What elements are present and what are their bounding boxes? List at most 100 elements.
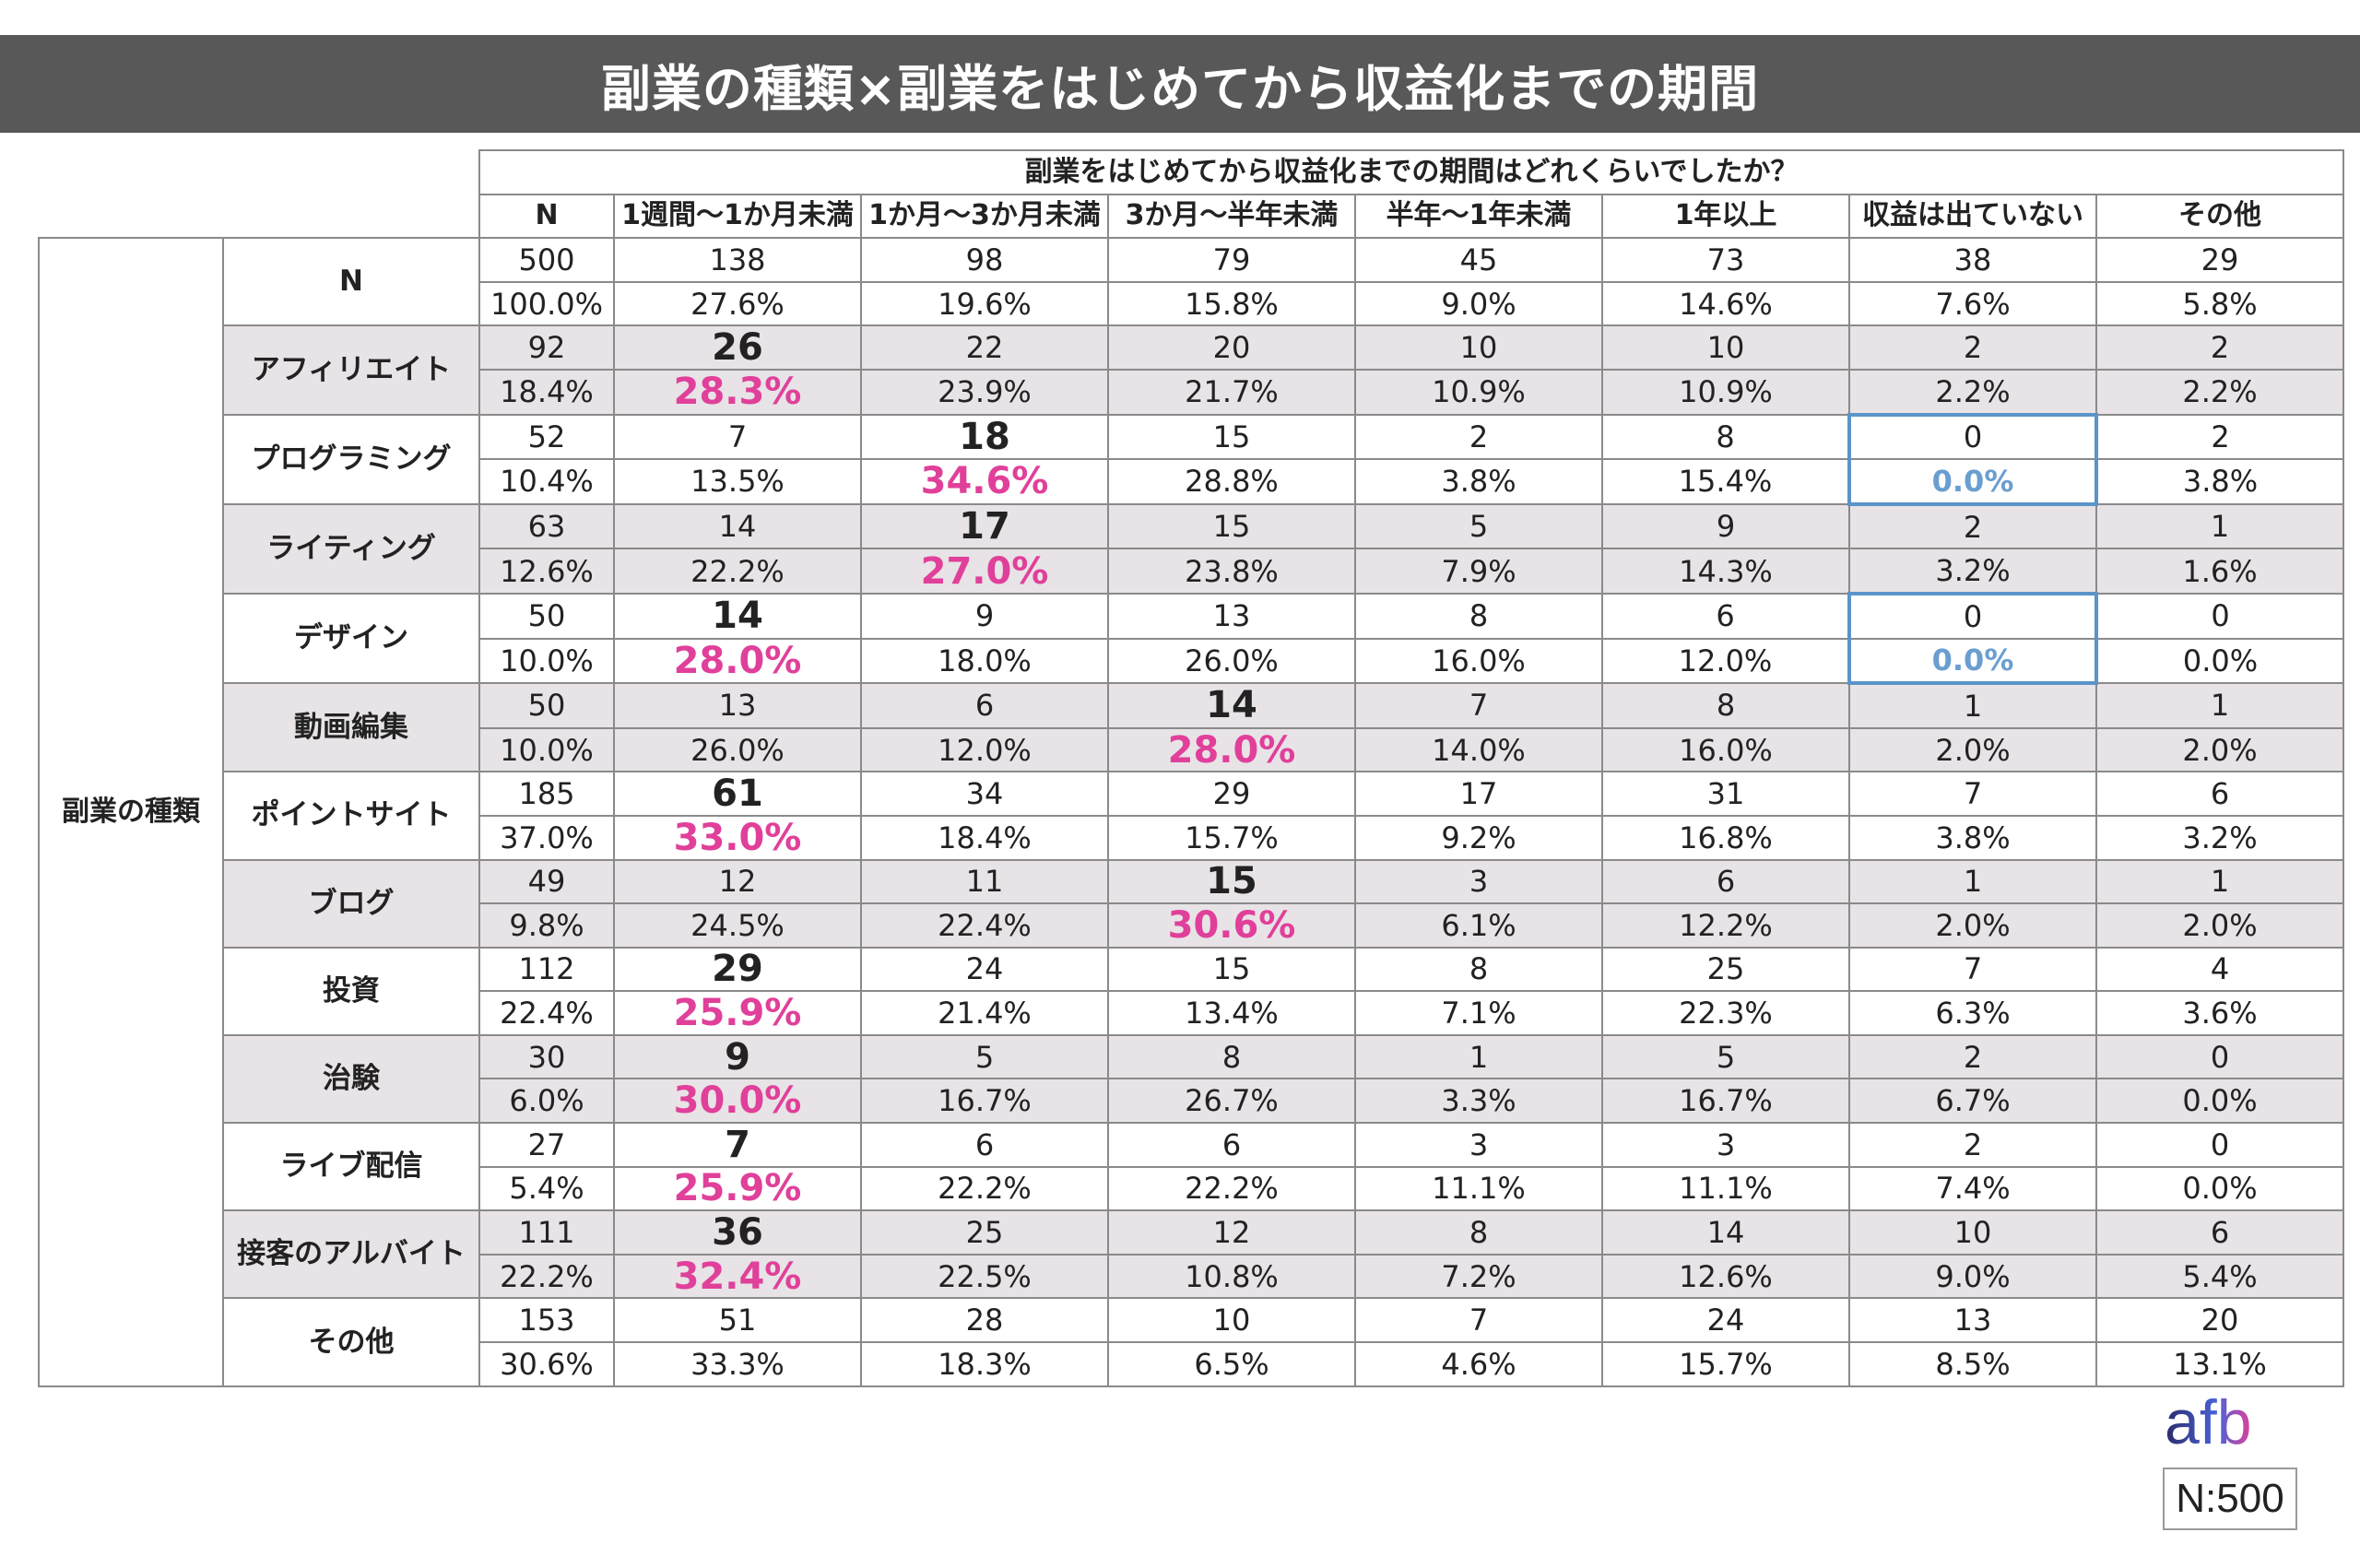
row-label: 接客のアルバイト — [222, 1209, 480, 1300]
count-cell: 0 — [2095, 1122, 2344, 1168]
percent-cell: 11.1% — [1601, 1165, 1850, 1212]
percent-cell: 8.5% — [1848, 1341, 2097, 1387]
percent-cell: 6.5% — [1107, 1341, 1356, 1387]
logo-text: afb — [2165, 1387, 2252, 1456]
percent-cell: 7.4% — [1848, 1165, 2097, 1212]
count-cell: 10 — [1354, 324, 1603, 371]
sample-size-badge: N:500 — [2163, 1468, 2297, 1530]
percent-cell: 12.0% — [860, 726, 1109, 773]
percent-cell: 24.5% — [613, 902, 862, 949]
column-header: N — [478, 193, 615, 240]
count-cell: 36 — [613, 1209, 862, 1256]
percent-cell: 4.6% — [1354, 1341, 1603, 1387]
percent-cell: 12.6% — [1601, 1253, 1850, 1300]
percent-cell: 28.0% — [1107, 726, 1356, 773]
count-cell: 22 — [860, 324, 1109, 371]
percent-cell: 0.0% — [2095, 1165, 2344, 1212]
count-cell: 50 — [478, 592, 615, 640]
percent-cell: 28.8% — [1107, 458, 1356, 505]
count-cell: 3 — [1601, 1122, 1850, 1168]
percent-cell: 1.6% — [2095, 548, 2344, 595]
row-label: デザイン — [222, 592, 480, 685]
percent-cell: 6.3% — [1848, 990, 2097, 1036]
percent-cell: 3.8% — [1848, 814, 2097, 861]
table-row: 18.4% 28.3% 23.9% 21.7% 10.9% 10.9% 2.2% 2.2% — [39, 368, 2344, 416]
percent-cell: 9.2% — [1354, 814, 1603, 861]
count-cell: 185 — [478, 771, 615, 817]
percent-cell: 16.7% — [1601, 1078, 1850, 1125]
count-cell: 13 — [1848, 1297, 2097, 1344]
table-row: ライティング 63 14 17 15 5 9 2 1 — [39, 502, 2344, 595]
percent-cell: 6.0% — [478, 1078, 615, 1125]
percent-cell: 13.1% — [2095, 1341, 2344, 1387]
percent-cell: 14.3% — [1601, 548, 1850, 595]
count-cell: 3 — [1354, 858, 1603, 905]
table-row: アフィリエイト 92 26 22 20 10 10 2 2 — [39, 324, 2344, 416]
count-cell: 0 — [1847, 591, 2098, 640]
count-cell: 1 — [1354, 1033, 1603, 1080]
percent-cell: 26.7% — [1107, 1078, 1356, 1125]
percent-cell: 18.0% — [860, 637, 1109, 685]
count-cell: 8 — [1601, 413, 1850, 461]
column-header: その他 — [2095, 193, 2344, 240]
column-header: 1週間〜1か月未満 — [613, 193, 862, 240]
percent-cell: 3.8% — [2095, 458, 2344, 505]
row-label: 動画編集 — [222, 682, 480, 773]
percent-cell: 33.0% — [613, 814, 862, 861]
count-cell: 1 — [1848, 858, 2097, 905]
percent-cell: 26.0% — [1107, 637, 1356, 685]
percent-cell: 13.4% — [1107, 990, 1356, 1036]
table-row: 10.4% 13.5% 34.6% 28.8% 3.8% 15.4% 0.0% 3.8% — [39, 458, 2344, 506]
row-label: アフィリエイト — [222, 324, 480, 416]
percent-cell: 37.0% — [478, 814, 615, 861]
table-row: 接客のアルバイト 111 36 25 12 8 14 10 6 — [39, 1209, 2344, 1300]
row-label: その他 — [222, 1297, 480, 1387]
table-row: 12.6% 22.2% 27.0% 23.8% 7.9% 14.3% 3.2% 1.6% — [39, 548, 2344, 595]
table-row: 9.8% 24.5% 22.4% 30.6% 6.1% 12.2% 2.0% 2.0% — [39, 902, 2344, 949]
count-cell: 14 — [613, 592, 862, 640]
percent-cell: 14.0% — [1354, 726, 1603, 773]
count-cell: 1 — [2095, 858, 2344, 905]
count-cell: 9 — [1601, 502, 1850, 550]
percent-cell: 30.6% — [478, 1341, 615, 1387]
table-row: 投資 112 29 24 15 8 25 7 4 — [39, 946, 2344, 1036]
count-cell: 24 — [860, 946, 1109, 993]
table-row: ポイントサイト 185 61 34 29 17 31 7 6 — [39, 771, 2344, 861]
row-label: N — [222, 237, 480, 327]
count-cell: 2 — [1354, 413, 1603, 461]
table-row: 100.0% 27.6% 19.6% 15.8% 9.0% 14.6% 7.6% 5.8% — [39, 280, 2344, 327]
count-cell: 25 — [860, 1209, 1109, 1256]
table-row: その他 153 51 28 10 7 24 13 20 — [39, 1297, 2344, 1387]
count-cell: 112 — [478, 946, 615, 993]
percent-cell: 5.8% — [2095, 280, 2344, 327]
count-cell: 7 — [1848, 946, 2097, 993]
percent-cell: 7.2% — [1354, 1253, 1603, 1300]
percent-cell: 7.6% — [1848, 280, 2097, 327]
row-label: ライティング — [222, 502, 480, 595]
count-cell: 20 — [2095, 1297, 2344, 1344]
percent-cell: 100.0% — [478, 280, 615, 327]
page-title: 副業の種類×副業をはじめてから収益化までの期間 — [0, 35, 2360, 133]
percent-cell: 15.7% — [1107, 814, 1356, 861]
percent-cell: 12.0% — [1601, 637, 1850, 685]
count-cell: 63 — [478, 502, 615, 550]
count-cell: 4 — [2095, 946, 2344, 993]
percent-cell: 0.0% — [2095, 1078, 2344, 1125]
table-row: 22.2% 32.4% 22.5% 10.8% 7.2% 12.6% 9.0% 5.4% — [39, 1253, 2344, 1300]
count-cell: 51 — [613, 1297, 862, 1344]
count-cell: 2 — [1848, 1122, 2097, 1168]
table-row: 治験 30 9 5 8 1 5 2 0 — [39, 1033, 2344, 1125]
count-cell: 2 — [1848, 324, 2097, 371]
count-cell: 15 — [1107, 413, 1356, 461]
percent-cell: 25.9% — [613, 990, 862, 1036]
count-cell: 10 — [1848, 1209, 2097, 1256]
count-cell: 73 — [1601, 237, 1850, 283]
percent-cell: 9.8% — [478, 902, 615, 949]
table-row: プログラミング 52 7 18 15 2 8 0 2 — [39, 412, 2344, 505]
percent-cell: 3.3% — [1354, 1078, 1603, 1125]
count-cell: 10 — [1601, 324, 1850, 371]
count-cell: 30 — [478, 1033, 615, 1080]
count-cell: 7 — [613, 413, 862, 461]
column-header: 3か月〜半年未満 — [1107, 193, 1356, 240]
table-row: 6.0% 30.0% 16.7% 26.7% 3.3% 16.7% 6.7% 0.0% — [39, 1078, 2344, 1125]
